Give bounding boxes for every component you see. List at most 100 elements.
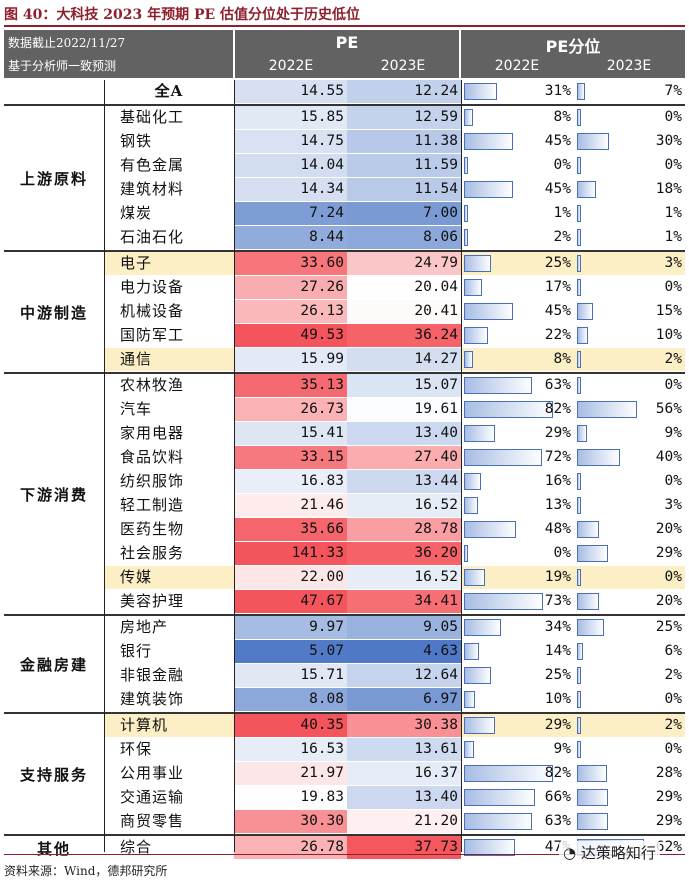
industry-name: 机械设备 bbox=[120, 302, 185, 320]
pe-percentile-cell: 29% bbox=[574, 810, 685, 833]
pe-2023e-value: 21.20 bbox=[347, 810, 461, 833]
pe-percentile-cell: 45% bbox=[461, 130, 574, 153]
percentile-bar bbox=[577, 109, 581, 126]
forecast-basis-note: 基于分析师一致预测 bbox=[8, 59, 117, 73]
percentile-value: 10% bbox=[544, 691, 571, 707]
table-row: 国防军工 49.53 36.24 22% 10% bbox=[104, 324, 685, 348]
percentile-value: 7% bbox=[664, 83, 682, 99]
percentile-bar bbox=[577, 279, 581, 296]
pe-2022e-value: 15.99 bbox=[234, 348, 347, 371]
percentile-bar bbox=[464, 789, 535, 806]
percentile-bar bbox=[577, 205, 581, 222]
industry-name: 交通运输 bbox=[120, 788, 185, 806]
percentile-bar bbox=[577, 83, 585, 100]
percentile-bar bbox=[464, 133, 513, 150]
percentile-bar bbox=[464, 449, 542, 466]
pe-percentile-cell: 8% bbox=[461, 348, 574, 371]
industry-name: 建筑装饰 bbox=[120, 690, 185, 708]
table-row: 农林牧渔 35.13 15.07 63% 0% bbox=[104, 374, 685, 398]
table-row: 公用事业 21.97 16.37 82% 28% bbox=[104, 762, 685, 786]
watermark-text: 达策略知行 bbox=[580, 844, 656, 862]
pe-2023e-value: 8.06 bbox=[347, 226, 461, 249]
table-row: 电力设备 27.26 20.04 17% 0% bbox=[104, 276, 685, 300]
pe-2023e-value: 16.37 bbox=[347, 762, 461, 785]
percentile-bar bbox=[464, 813, 532, 830]
pe-2023e-value: 34.41 bbox=[347, 590, 461, 613]
pe-percentile-cell: 0% bbox=[574, 276, 685, 299]
industry-name: 石油石化 bbox=[120, 228, 185, 246]
pe-2022e-value: 27.26 bbox=[234, 276, 347, 299]
pe-2023e-value: 28.78 bbox=[347, 518, 461, 541]
table-row: 传媒 22.00 16.52 19% 0% bbox=[104, 566, 685, 590]
group-separator bbox=[4, 372, 685, 374]
percentile-value: 28% bbox=[655, 765, 682, 781]
column-divider bbox=[234, 80, 235, 852]
percentile-bar bbox=[464, 741, 474, 758]
pe-percentile-cell: 0% bbox=[574, 374, 685, 397]
pe-2023e-value: 13.44 bbox=[347, 470, 461, 493]
pe-2023e-value: 9.05 bbox=[347, 616, 461, 639]
pe-percentile-cell: 1% bbox=[574, 226, 685, 249]
percentile-bar bbox=[464, 691, 475, 708]
pe-percentile-cell: 29% bbox=[461, 714, 574, 737]
pe-2022e-value: 15.71 bbox=[234, 664, 347, 687]
table-row: 家用电器 15.41 13.40 29% 9% bbox=[104, 422, 685, 446]
industry-name: 纺织服饰 bbox=[120, 472, 185, 490]
pe-percentile-cell: 2% bbox=[574, 714, 685, 737]
source-note: 资料来源：Wind，德邦研究所 bbox=[4, 864, 168, 878]
percentile-value: 29% bbox=[544, 717, 571, 733]
percentile-value: 29% bbox=[655, 789, 682, 805]
percentile-bar bbox=[464, 351, 473, 368]
percentile-value: 22% bbox=[544, 327, 571, 343]
industry-name: 非银金融 bbox=[120, 666, 185, 684]
pe-2022e-value: 21.97 bbox=[234, 762, 347, 785]
percentile-value: 15% bbox=[655, 303, 682, 319]
percentile-bar bbox=[577, 377, 581, 394]
pe-percentile-cell: 31% bbox=[461, 80, 574, 103]
table-row: 轻工制造 21.46 16.52 13% 3% bbox=[104, 494, 685, 518]
percentile-bar bbox=[464, 619, 501, 636]
pe-2023e-value: 12.24 bbox=[347, 80, 461, 103]
percentile-bar bbox=[577, 255, 581, 272]
percentile-bar bbox=[577, 425, 587, 442]
table-row: 基础化工 15.85 12.59 8% 0% bbox=[104, 106, 685, 130]
pe-2022e-value: 33.15 bbox=[234, 446, 347, 469]
pe-2023e-value: 36.20 bbox=[347, 542, 461, 565]
table-row: 通信 15.99 14.27 8% 2% bbox=[104, 348, 685, 372]
percentile-bar bbox=[464, 425, 495, 442]
industry-name: 有色金属 bbox=[120, 156, 185, 174]
pe-2022e-value: 7.24 bbox=[234, 202, 347, 225]
percentile-bar bbox=[464, 643, 479, 660]
percentile-value: 3% bbox=[664, 497, 682, 513]
pe-percentile-cell: 29% bbox=[574, 786, 685, 809]
table-row: 房地产 9.97 9.05 34% 25% bbox=[104, 616, 685, 640]
pe-percentile-cell: 20% bbox=[574, 590, 685, 613]
group-separator bbox=[4, 614, 685, 616]
pe-2022e-value: 22.00 bbox=[234, 566, 347, 589]
percentile-bar bbox=[577, 351, 581, 368]
percentile-value: 45% bbox=[544, 181, 571, 197]
percentile-bar bbox=[577, 667, 581, 684]
table-row: 商贸零售 30.30 21.20 63% 29% bbox=[104, 810, 685, 834]
pe-percentile-cell: 56% bbox=[574, 398, 685, 421]
pe-2022e-value: 30.30 bbox=[234, 810, 347, 833]
percentile-bar bbox=[464, 593, 543, 610]
pe-percentile-cell: 10% bbox=[574, 324, 685, 347]
group-label: 下游消费 bbox=[19, 485, 88, 504]
pe-percentile-cell: 0% bbox=[574, 688, 685, 711]
pe-percentile-cell: 15% bbox=[574, 300, 685, 323]
pe-percentile-cell: 19% bbox=[461, 566, 574, 589]
percentile-bar bbox=[464, 255, 491, 272]
percentile-bar bbox=[577, 401, 637, 418]
pe-2023e-value: 7.00 bbox=[347, 202, 461, 225]
pe-2023e-value: 37.73 bbox=[347, 836, 461, 859]
pe-2022e-value: 5.07 bbox=[234, 640, 347, 663]
percentile-value: 0% bbox=[553, 157, 571, 173]
industry-name: 综合 bbox=[120, 838, 153, 856]
percentile-value: 40% bbox=[655, 449, 682, 465]
table-row: 纺织服饰 16.83 13.44 16% 0% bbox=[104, 470, 685, 494]
pe-2022e-value: 8.08 bbox=[234, 688, 347, 711]
pe-2022e-value: 47.67 bbox=[234, 590, 347, 613]
percentile-bar bbox=[577, 813, 608, 830]
percentile-value: 20% bbox=[655, 593, 682, 609]
